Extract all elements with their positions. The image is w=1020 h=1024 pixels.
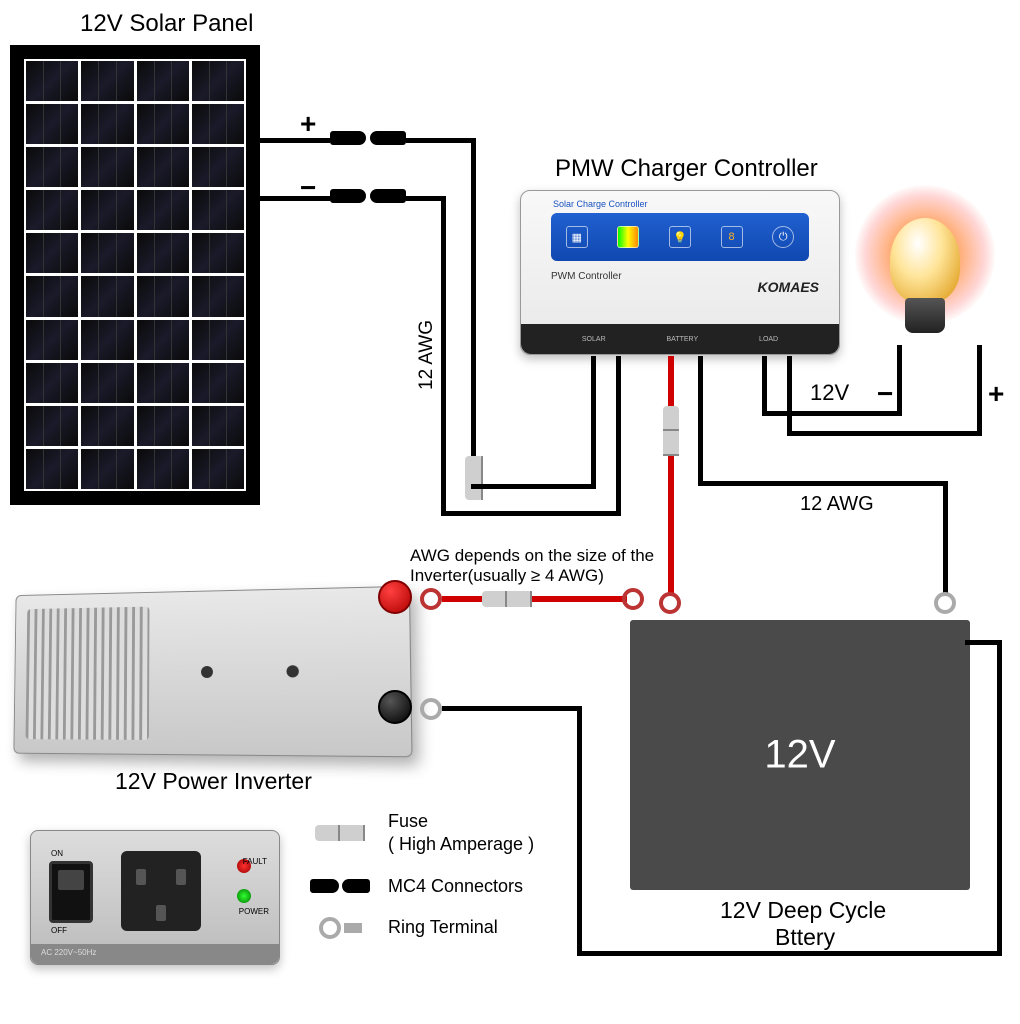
- battery-title2: Bttery: [775, 924, 835, 951]
- digit-display: 8: [721, 226, 743, 248]
- wire: [471, 138, 476, 488]
- power-led-icon: [237, 889, 251, 903]
- legend-mc4-row: MC4 Connectors: [310, 875, 534, 898]
- wire: [406, 138, 476, 143]
- legend-ring-row: Ring Terminal: [310, 916, 534, 939]
- battery: 12V: [630, 620, 970, 890]
- wire: [577, 706, 582, 956]
- port-battery: BATTERY: [667, 336, 699, 343]
- wire: [471, 484, 596, 489]
- fuse-battery-pos: [663, 406, 679, 456]
- wire: [406, 196, 446, 201]
- light-bulb: [890, 218, 960, 303]
- legend-ring-label: Ring Terminal: [388, 916, 498, 939]
- inverter-screw: [201, 666, 213, 678]
- mc4-panel-pos: [330, 131, 406, 145]
- solar-panel-label: 12V Solar Panel: [80, 10, 253, 38]
- ac-spec-label: AC 220V~50Hz: [31, 944, 279, 964]
- ac-outlet-panel: ON OFF FAULT POWER AC 220V~50Hz: [30, 830, 280, 965]
- ac-on-label: ON: [51, 849, 63, 858]
- load-plus: +: [988, 378, 1004, 410]
- port-solar: SOLAR: [582, 336, 606, 343]
- mc4-icon: [310, 879, 370, 893]
- battery-title1: 12V Deep Cycle: [720, 897, 886, 924]
- wire-inv-pos: [442, 596, 482, 602]
- legend-mc4-label: MC4 Connectors: [388, 875, 523, 898]
- wire-panel-pos: [260, 138, 330, 143]
- wire-gauge-battery-label: 12 AWG: [800, 493, 874, 516]
- battery-voltage-label: 12V: [764, 733, 835, 778]
- charge-controller: Solar Charge Controller ▦ 💡 8 ⏻ PWM Cont…: [520, 190, 840, 355]
- panel-plus: +: [300, 108, 316, 140]
- inverter-awg-note1: AWG depends on the size of the: [410, 546, 654, 566]
- ac-switch: [49, 861, 93, 923]
- wire: [591, 356, 596, 489]
- fuse-icon: [315, 825, 365, 841]
- wire: [532, 596, 627, 602]
- inverter-title-label: 12V Power Inverter: [115, 768, 312, 795]
- controller-display: ▦ 💡 8 ⏻: [551, 213, 809, 261]
- legend-fuse-label: Fuse: [388, 810, 534, 833]
- panel-icon: ▦: [566, 226, 588, 248]
- ring-inverter-to-bat-pos: [622, 588, 644, 610]
- wire: [965, 640, 1002, 645]
- wire: [762, 411, 902, 416]
- wire-panel-neg: [260, 196, 330, 201]
- ac-outlet: [121, 851, 201, 931]
- solar-panel: [10, 45, 260, 505]
- wire-inv-neg: [442, 706, 582, 711]
- controller-title-label: PMW Charger Controller: [555, 155, 818, 183]
- controller-sub-label: PWM Controller: [551, 271, 622, 282]
- ring-battery-pos: [659, 592, 681, 614]
- ring-inverter-neg: [420, 698, 442, 720]
- load-icon: 💡: [669, 226, 691, 248]
- inverter-screw: [286, 665, 298, 677]
- legend: Fuse ( High Amperage ) MC4 Connectors Ri…: [310, 810, 534, 958]
- controller-ports: SOLAR BATTERY LOAD: [521, 324, 839, 354]
- wire-bat-pos: [668, 356, 674, 406]
- controller-brand-label: KOMAES: [758, 279, 819, 295]
- wire: [943, 481, 948, 596]
- wire: [997, 640, 1002, 956]
- power-inverter: [13, 586, 412, 758]
- mc4-panel-neg: [330, 189, 406, 203]
- wire: [616, 356, 621, 516]
- wire: [441, 196, 446, 516]
- inverter-post-pos: [378, 580, 412, 614]
- port-load: LOAD: [759, 336, 778, 343]
- load-minus: −: [877, 378, 893, 410]
- inverter-awg-note2: Inverter(usually ≥ 4 AWG): [410, 566, 604, 586]
- wire: [441, 511, 621, 516]
- wire-bat-neg: [698, 356, 703, 486]
- inverter-post-neg: [378, 690, 412, 724]
- ring-icon: [319, 917, 341, 939]
- controller-screen-header: Solar Charge Controller: [553, 199, 648, 209]
- power-button-icon: ⏻: [772, 226, 794, 248]
- wire: [897, 345, 902, 416]
- wire-gauge-panel-label: 12 AWG: [416, 320, 438, 390]
- wire: [698, 481, 948, 486]
- fuse-inverter: [482, 591, 532, 607]
- wire: [977, 345, 982, 436]
- wire-load-pos: [787, 356, 792, 436]
- wire-load-neg: [762, 356, 767, 416]
- ring-battery-neg: [934, 592, 956, 614]
- ring-inverter-pos: [420, 588, 442, 610]
- wire: [577, 951, 1002, 956]
- fuse-panel: [465, 456, 483, 500]
- inverter-vents: [26, 607, 150, 740]
- wire: [787, 431, 982, 436]
- battery-level-icon: [617, 226, 639, 248]
- ac-fault-label: FAULT: [243, 857, 267, 866]
- ac-power-label: POWER: [239, 907, 269, 916]
- bulb-base: [905, 298, 945, 333]
- ac-off-label: OFF: [51, 926, 67, 935]
- wire: [668, 456, 674, 596]
- legend-fuse-sub: ( High Amperage ): [388, 833, 534, 856]
- legend-fuse-row: Fuse ( High Amperage ): [310, 810, 534, 857]
- load-voltage-label: 12V: [810, 380, 849, 406]
